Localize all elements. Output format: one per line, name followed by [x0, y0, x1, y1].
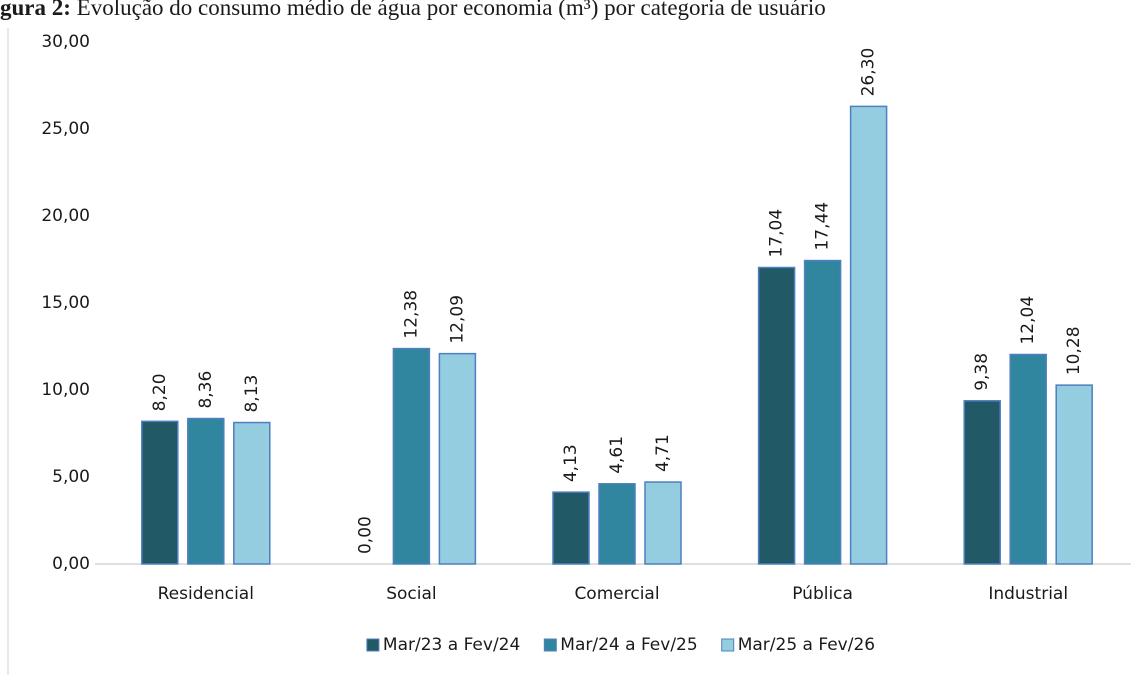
y-tick-label: 5,00: [52, 467, 90, 487]
data-label: 8,36: [196, 371, 216, 409]
bar: [963, 400, 1001, 565]
title-text: Evolução do consumo médio de água por ec…: [77, 0, 826, 20]
legend: Mar/23 a Fev/24 Mar/24 a Fev/25 Mar/25 a F…: [366, 635, 875, 655]
y-tick-label: 30,00: [41, 32, 90, 52]
x-tick-label: Comercial: [574, 584, 659, 604]
bar: [757, 266, 796, 565]
data-label: 8,20: [150, 373, 170, 411]
y-tick-label: 25,00: [41, 119, 90, 139]
bar: [552, 491, 590, 565]
data-label: 4,71: [653, 434, 673, 472]
legend-swatch: [366, 638, 380, 652]
data-label: 17,04: [767, 209, 787, 258]
x-tick-label: Social: [386, 584, 436, 604]
y-tick-label: 20,00: [41, 206, 90, 226]
data-label: 4,13: [561, 444, 581, 482]
legend-label: Mar/24 a Fev/25: [560, 635, 697, 655]
legend-swatch: [721, 638, 735, 652]
bar: [438, 352, 477, 565]
data-label: 9,38: [972, 353, 992, 391]
x-tick-label: Pública: [792, 584, 853, 604]
bar: [598, 483, 636, 565]
y-tick-label: 15,00: [41, 293, 90, 313]
data-label: 10,28: [1064, 326, 1084, 375]
data-label: 26,30: [859, 48, 879, 97]
data-label: 4,61: [607, 436, 627, 474]
bar: [233, 421, 271, 565]
bar: [644, 481, 682, 565]
bar: [141, 420, 179, 565]
bar: [803, 259, 842, 565]
title-label: gura 2:: [0, 0, 71, 20]
data-label: 0,00: [355, 516, 375, 554]
x-tick-label: Industrial: [988, 584, 1068, 604]
legend-label: Mar/25 a Fev/26: [738, 635, 875, 655]
bar: [392, 347, 431, 565]
data-label: 12,38: [401, 290, 421, 339]
x-tick-label: Residencial: [158, 584, 254, 604]
legend-label: Mar/23 a Fev/24: [383, 635, 520, 655]
bar: [1055, 384, 1093, 565]
y-tick-label: 10,00: [41, 380, 90, 400]
y-tick-label: 0,00: [52, 554, 90, 574]
bar: [1009, 353, 1047, 565]
data-label: 17,44: [813, 202, 833, 251]
data-label: 12,04: [1018, 296, 1038, 345]
bar: [187, 417, 225, 565]
data-label: 12,09: [447, 295, 467, 344]
legend-swatch: [543, 638, 557, 652]
bar: [849, 105, 888, 565]
data-label: 8,13: [242, 375, 262, 413]
chart-title: gura 2: Evolução do consumo médio de águ…: [0, 0, 826, 20]
